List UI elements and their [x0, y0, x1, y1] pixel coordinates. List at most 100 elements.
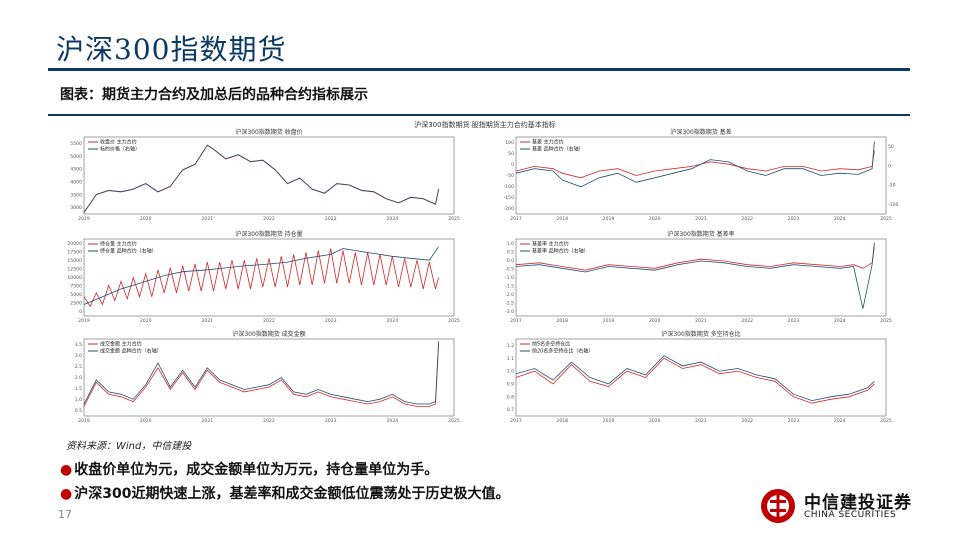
series-line-1 [83, 248, 439, 308]
x-tick-label: 2020 [140, 318, 152, 324]
x-tick-label: 2020 [140, 418, 152, 424]
x-tick-label: 2024 [386, 318, 398, 324]
y-tick-label: -150 [504, 195, 515, 201]
x-tick-label: 2025 [448, 216, 460, 222]
x-tick-label: 2021 [695, 318, 707, 324]
plot-frame [83, 338, 455, 417]
legend-label: 持仓量 主力合约 [100, 241, 137, 248]
chart-panel-close: 沪深300指数期货 收盘价 2019 2020 2021 2022 2023 2024 202… [62, 128, 472, 223]
x-tick-label: 2022 [741, 318, 753, 324]
x-tick-label: 2019 [78, 216, 90, 222]
legend-label: 基差率 品种合约（右轴） [532, 248, 589, 255]
legend-label: 基差率 主力合约 [532, 241, 569, 248]
y-tick-label: 17500 [67, 249, 82, 255]
x-tick-label: 2024 [834, 418, 846, 424]
x-tick-label: 2019 [78, 418, 90, 424]
y-tick-label: 4000 [70, 179, 82, 185]
y-tick-label: 2.5 [75, 364, 82, 370]
y-tick-label: 0 [79, 309, 82, 315]
chart-panel-turnover: 沪深300指数期货 成交金额 2019 2020 2021 2022 2023 2024 20… [62, 330, 472, 425]
chart-panel-basis-rate: 沪深300指数期货 基差率 2017 2018 2019 2020 2021 2022 202… [494, 230, 904, 325]
x-tick-label: 2018 [556, 216, 568, 222]
x-tick-label: 2020 [649, 318, 661, 324]
series-line-2 [515, 355, 875, 402]
y-tick-label: 1.5 [75, 386, 82, 392]
y-right-tick-label: -100 [888, 202, 899, 208]
y-tick-label: -2.0 [505, 292, 514, 298]
y-tick-label: 20000 [67, 241, 82, 247]
figure-caption: 图表：期货主力合约及加总后的品种合约指标展示 [60, 87, 368, 103]
legend-label: 基差 主力合约 [532, 139, 564, 146]
source-note: 资料来源：Wind，中信建投 [66, 441, 192, 452]
y-tick-label: 1.2 [507, 343, 514, 349]
legend-label: 标的价格（右轴） [100, 146, 140, 153]
y-tick-label: -1.5 [505, 284, 514, 290]
x-tick-label: 2021 [695, 418, 707, 424]
y-tick-label: 3.0 [75, 353, 82, 359]
y-tick-label: 50 [508, 151, 514, 157]
legend-label: 成交金额 品种合约（右轴） [100, 348, 162, 355]
x-tick-label: 2019 [603, 216, 615, 222]
x-tick-label: 2021 [695, 216, 707, 222]
x-tick-label: 2019 [603, 318, 615, 324]
x-tick-label: 2019 [603, 418, 615, 424]
panel-title: 沪深300指数期货 成交金额 [232, 330, 305, 338]
x-tick-label: 2023 [788, 318, 800, 324]
bullet-2: ● 沪深300近期快速上涨，基差率和成交金额低位震荡处于历史极大值。 [60, 486, 510, 502]
x-tick-label: 2022 [741, 216, 753, 222]
x-tick-label: 2019 [78, 318, 90, 324]
legend-label: 成交金额 主力合约 [100, 341, 142, 348]
x-tick-label: 2023 [325, 318, 337, 324]
x-tick-label: 2021 [201, 318, 213, 324]
y-tick-label: -3.0 [505, 309, 514, 315]
x-tick-label: 2022 [263, 418, 275, 424]
series-line-2 [515, 242, 875, 309]
x-tick-label: 2018 [556, 318, 568, 324]
plot-frame [515, 238, 887, 317]
y-tick-label: 100 [505, 140, 514, 146]
y-right-tick-label: -50 [888, 183, 896, 189]
x-tick-label: 2020 [649, 216, 661, 222]
y-tick-label: 1.1 [507, 356, 514, 362]
y-tick-label: 1.0 [507, 369, 514, 375]
y-right-tick-label: 50 [888, 144, 894, 150]
y-right-tick-label: 0 [888, 163, 891, 169]
y-tick-label: -100 [504, 184, 515, 190]
legend-label: 前20名多空持仓比（右轴） [532, 348, 593, 355]
y-tick-label: 0 [511, 162, 514, 168]
y-tick-label: 4500 [70, 167, 82, 173]
x-tick-label: 2020 [140, 216, 152, 222]
x-tick-label: 2024 [834, 216, 846, 222]
y-tick-label: 2.0 [75, 375, 82, 381]
y-tick-label: 12500 [67, 266, 82, 272]
series-line-2 [83, 341, 439, 405]
series-line-1 [515, 357, 875, 404]
x-tick-label: 2024 [386, 216, 398, 222]
x-tick-label: 2023 [325, 216, 337, 222]
series-line-1 [83, 343, 439, 407]
y-tick-label: 0.5 [75, 408, 82, 414]
y-tick-label: 3500 [70, 192, 82, 198]
legend-label: 收盘价 主力合约 [100, 139, 137, 146]
y-tick-label: 3000 [70, 205, 82, 211]
caption-divider [48, 114, 910, 116]
y-tick-label: 0.9 [507, 381, 514, 387]
x-tick-label: 2024 [386, 418, 398, 424]
title-underline [48, 68, 910, 71]
x-tick-label: 2023 [788, 418, 800, 424]
x-tick-label: 2023 [788, 216, 800, 222]
plot-frame [83, 136, 455, 215]
y-tick-label: 0.5 [507, 249, 514, 255]
x-tick-label: 2025 [880, 418, 892, 424]
x-tick-label: 2022 [263, 318, 275, 324]
x-tick-label: 2017 [510, 216, 522, 222]
x-tick-label: 2022 [263, 216, 275, 222]
slide-title: 沪深300指数期货 [56, 33, 287, 66]
chart-panel-basis: 沪深300指数期货 基差 2017 2018 2019 2020 2021 2022 2023… [494, 128, 904, 223]
y-tick-label: 0.7 [507, 407, 514, 413]
y-tick-label: 5500 [70, 141, 82, 147]
panel-title: 沪深300指数期货 收盘价 [235, 128, 302, 136]
panel-title: 沪深300指数期货 基差 [670, 128, 731, 136]
series-line-2 [83, 144, 439, 213]
page-number: 17 [58, 508, 72, 521]
